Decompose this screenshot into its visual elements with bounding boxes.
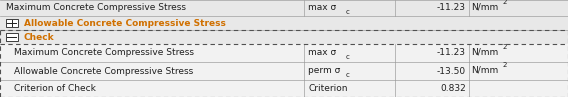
Text: -11.23: -11.23 [437, 3, 466, 13]
Text: N/mm: N/mm [471, 66, 499, 74]
Text: Allowable Concrete Compressive Stress: Allowable Concrete Compressive Stress [14, 67, 194, 75]
Text: c: c [345, 9, 349, 15]
Bar [0, 44, 568, 62]
Text: -13.50: -13.50 [437, 67, 466, 75]
Text: -11.23: -11.23 [437, 48, 466, 58]
Text: c: c [345, 54, 349, 60]
Text: perm σ: perm σ [308, 66, 341, 74]
Text: max σ: max σ [308, 48, 337, 57]
Text: N/mm: N/mm [471, 48, 499, 57]
Bar [0, 80, 568, 97]
Text: 0.832: 0.832 [440, 84, 466, 93]
Text: 2: 2 [503, 44, 507, 50]
Text: Maximum Concrete Compressive Stress: Maximum Concrete Compressive Stress [6, 3, 186, 13]
Bar [6, 19, 18, 27]
Bar [6, 33, 18, 41]
Text: Criterion: Criterion [308, 84, 348, 93]
Text: N/mm: N/mm [471, 3, 499, 12]
Text: Criterion of Check: Criterion of Check [14, 84, 96, 93]
Text: c: c [345, 72, 349, 78]
Text: 2: 2 [503, 62, 507, 68]
Bar [0, 16, 568, 30]
Text: max σ: max σ [308, 3, 337, 12]
Bar [0, 30, 568, 44]
Text: Allowable Concrete Compressive Stress: Allowable Concrete Compressive Stress [24, 19, 225, 28]
Text: 2: 2 [503, 0, 507, 5]
Bar [0, 62, 568, 80]
Text: Maximum Concrete Compressive Stress: Maximum Concrete Compressive Stress [14, 48, 194, 58]
Bar [0, 0, 568, 16]
Text: Check: Check [24, 32, 55, 42]
